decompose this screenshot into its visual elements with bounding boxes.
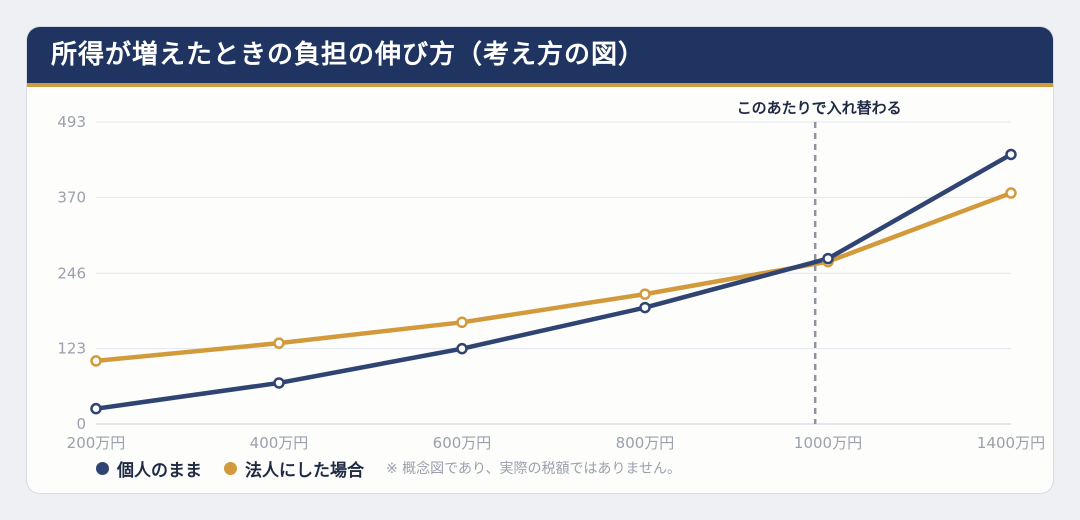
data-point-individual [273, 377, 285, 389]
y-tick-label: 0 [76, 415, 86, 433]
data-point-individual [822, 252, 834, 265]
chart-legend: 個人のまま 法人にした場合 ※ 概念図であり、実際の税額ではありません。 [96, 456, 682, 481]
x-tick-label: 600万円 [433, 434, 492, 452]
chart-header: 所得が増えたときの負担の伸び方（考え方の図） [27, 27, 1053, 87]
legend-label-individual: 個人のまま [117, 460, 202, 481]
x-tick-label: 800万円 [616, 434, 675, 452]
data-point-individual [90, 402, 102, 415]
y-tick-label: 123 [57, 340, 86, 358]
data-point-individual [1005, 148, 1017, 161]
legend-item-individual: 個人のまま [96, 456, 202, 481]
legend-item-corporation: 法人にした場合 [224, 456, 364, 481]
chart-title: 所得が増えたときの負担の伸び方（考え方の図） [51, 40, 646, 70]
x-tick-label: 1400万円 [977, 434, 1045, 452]
data-point-individual [639, 301, 651, 314]
legend-label-corporation: 法人にした場合 [245, 460, 364, 481]
legend-marker-corporation [224, 461, 237, 475]
data-point-corporation [273, 337, 285, 349]
legend-marker-individual [96, 461, 109, 475]
y-tick-label: 246 [57, 264, 86, 282]
data-point-corporation [90, 355, 102, 367]
chart-card: 所得が増えたときの負担の伸び方（考え方の図） [26, 26, 1054, 494]
crossover-annotation: このあたりで入れ替わる [737, 99, 902, 117]
series-line-individual [93, 152, 1014, 411]
chart-note: ※ 概念図であり、実際の税額ではありません。 [386, 461, 682, 477]
series-line-corporation [93, 190, 1014, 364]
x-tick-label: 200万円 [67, 434, 126, 452]
y-tick-label: 493 [57, 113, 86, 131]
data-point-corporation [639, 288, 651, 300]
x-tick-label: 1000万円 [794, 434, 862, 452]
data-point-corporation [456, 316, 468, 329]
data-point-corporation [1005, 187, 1017, 199]
data-point-individual [456, 342, 468, 355]
x-tick-label: 400万円 [250, 434, 309, 452]
y-tick-label: 370 [57, 188, 86, 206]
